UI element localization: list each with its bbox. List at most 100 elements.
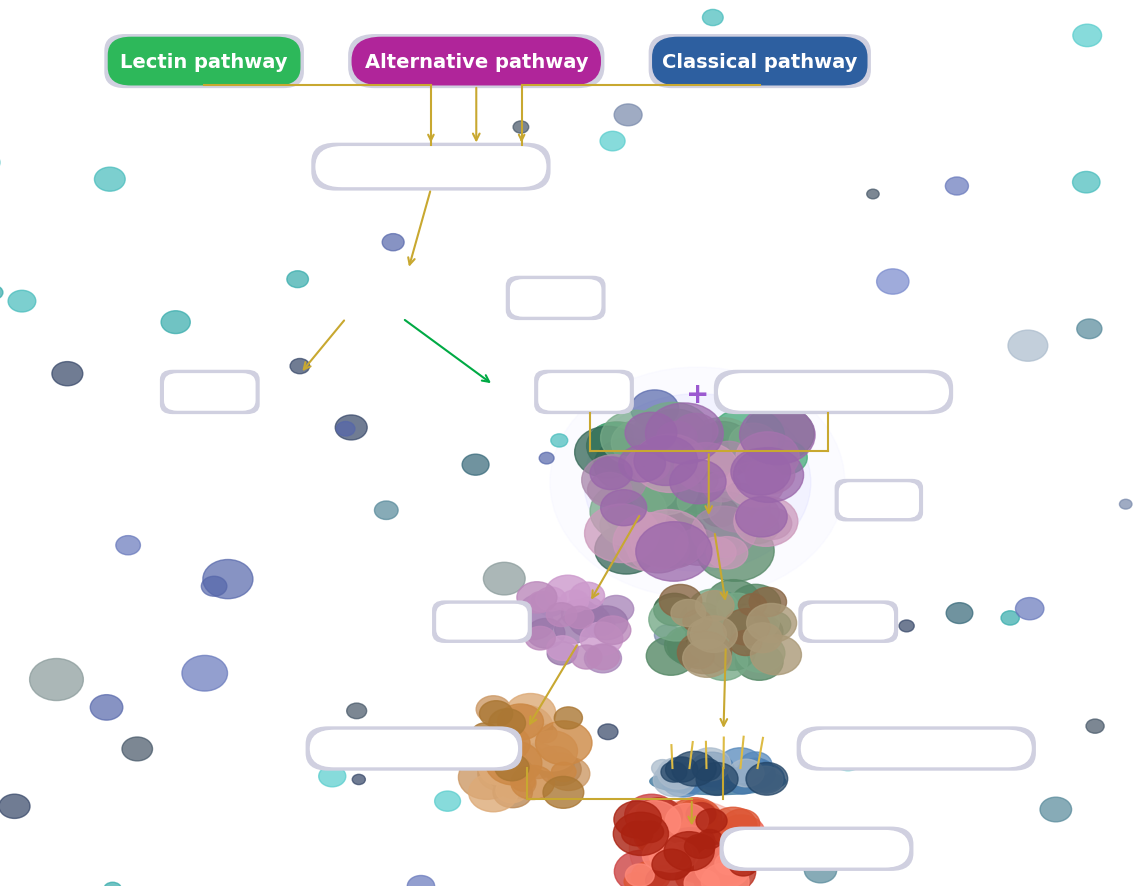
Circle shape bbox=[726, 462, 784, 508]
Circle shape bbox=[1015, 598, 1044, 620]
Circle shape bbox=[551, 434, 568, 447]
Circle shape bbox=[496, 778, 527, 803]
Circle shape bbox=[543, 776, 584, 808]
Circle shape bbox=[485, 727, 530, 761]
Circle shape bbox=[736, 758, 776, 789]
Circle shape bbox=[659, 517, 714, 561]
Circle shape bbox=[671, 751, 717, 786]
Circle shape bbox=[720, 444, 758, 473]
Circle shape bbox=[691, 616, 737, 653]
Circle shape bbox=[675, 443, 738, 493]
Circle shape bbox=[691, 507, 756, 557]
Circle shape bbox=[696, 763, 738, 796]
Circle shape bbox=[670, 460, 726, 504]
Circle shape bbox=[695, 422, 750, 465]
Circle shape bbox=[600, 132, 625, 152]
Circle shape bbox=[590, 424, 636, 459]
Text: C3a: C3a bbox=[189, 383, 230, 402]
Circle shape bbox=[747, 764, 785, 793]
Circle shape bbox=[116, 536, 141, 556]
Circle shape bbox=[569, 605, 610, 637]
Circle shape bbox=[748, 766, 782, 794]
Circle shape bbox=[714, 859, 745, 883]
Circle shape bbox=[729, 631, 762, 656]
Circle shape bbox=[581, 622, 623, 656]
Circle shape bbox=[671, 600, 705, 626]
Circle shape bbox=[584, 606, 628, 640]
Circle shape bbox=[586, 423, 648, 470]
Circle shape bbox=[560, 590, 589, 612]
Circle shape bbox=[709, 807, 758, 844]
Circle shape bbox=[584, 504, 659, 563]
Circle shape bbox=[636, 814, 692, 858]
Circle shape bbox=[687, 619, 727, 649]
Circle shape bbox=[91, 695, 122, 720]
Circle shape bbox=[677, 42, 706, 65]
Circle shape bbox=[618, 476, 686, 530]
Circle shape bbox=[686, 418, 756, 473]
Circle shape bbox=[492, 728, 517, 748]
Circle shape bbox=[683, 838, 723, 870]
Circle shape bbox=[717, 594, 758, 626]
Circle shape bbox=[625, 413, 677, 454]
Circle shape bbox=[659, 585, 702, 618]
Circle shape bbox=[342, 742, 370, 764]
Circle shape bbox=[832, 746, 864, 771]
Circle shape bbox=[668, 797, 721, 840]
Circle shape bbox=[699, 518, 736, 547]
FancyBboxPatch shape bbox=[160, 370, 260, 415]
Circle shape bbox=[741, 616, 782, 649]
Circle shape bbox=[746, 763, 788, 796]
Circle shape bbox=[674, 802, 716, 835]
Circle shape bbox=[744, 623, 781, 653]
Circle shape bbox=[462, 455, 489, 476]
Circle shape bbox=[607, 498, 658, 537]
Circle shape bbox=[476, 696, 510, 723]
Circle shape bbox=[480, 701, 513, 727]
Circle shape bbox=[737, 511, 779, 544]
Circle shape bbox=[631, 391, 678, 428]
Circle shape bbox=[94, 168, 125, 192]
Circle shape bbox=[594, 439, 662, 492]
Circle shape bbox=[706, 537, 747, 570]
Circle shape bbox=[601, 490, 646, 526]
Circle shape bbox=[899, 620, 914, 632]
Circle shape bbox=[708, 484, 770, 532]
FancyBboxPatch shape bbox=[311, 144, 551, 191]
Circle shape bbox=[694, 867, 728, 886]
Circle shape bbox=[625, 448, 670, 483]
FancyBboxPatch shape bbox=[308, 729, 518, 768]
Circle shape bbox=[1008, 330, 1048, 361]
Circle shape bbox=[696, 424, 734, 455]
Circle shape bbox=[535, 721, 592, 766]
Circle shape bbox=[696, 521, 775, 582]
Circle shape bbox=[525, 626, 556, 650]
Circle shape bbox=[347, 703, 366, 719]
Circle shape bbox=[510, 766, 555, 799]
FancyBboxPatch shape bbox=[838, 482, 920, 519]
Circle shape bbox=[628, 473, 676, 510]
Text: C5: C5 bbox=[865, 491, 892, 510]
Circle shape bbox=[636, 798, 683, 835]
Circle shape bbox=[353, 774, 365, 785]
Text: C5a: C5a bbox=[462, 612, 502, 632]
Circle shape bbox=[734, 448, 804, 503]
Circle shape bbox=[633, 434, 708, 493]
Circle shape bbox=[759, 612, 790, 637]
Circle shape bbox=[658, 758, 699, 789]
Circle shape bbox=[676, 865, 709, 886]
Circle shape bbox=[636, 522, 712, 581]
Circle shape bbox=[480, 758, 516, 785]
Circle shape bbox=[680, 840, 725, 874]
Circle shape bbox=[744, 407, 814, 462]
FancyBboxPatch shape bbox=[108, 37, 301, 87]
Circle shape bbox=[665, 832, 714, 871]
Circle shape bbox=[629, 800, 754, 886]
Circle shape bbox=[625, 795, 678, 836]
Circle shape bbox=[624, 873, 648, 886]
Circle shape bbox=[103, 882, 121, 886]
Circle shape bbox=[654, 494, 716, 541]
Circle shape bbox=[0, 794, 29, 819]
Circle shape bbox=[545, 576, 591, 610]
Circle shape bbox=[615, 851, 669, 886]
